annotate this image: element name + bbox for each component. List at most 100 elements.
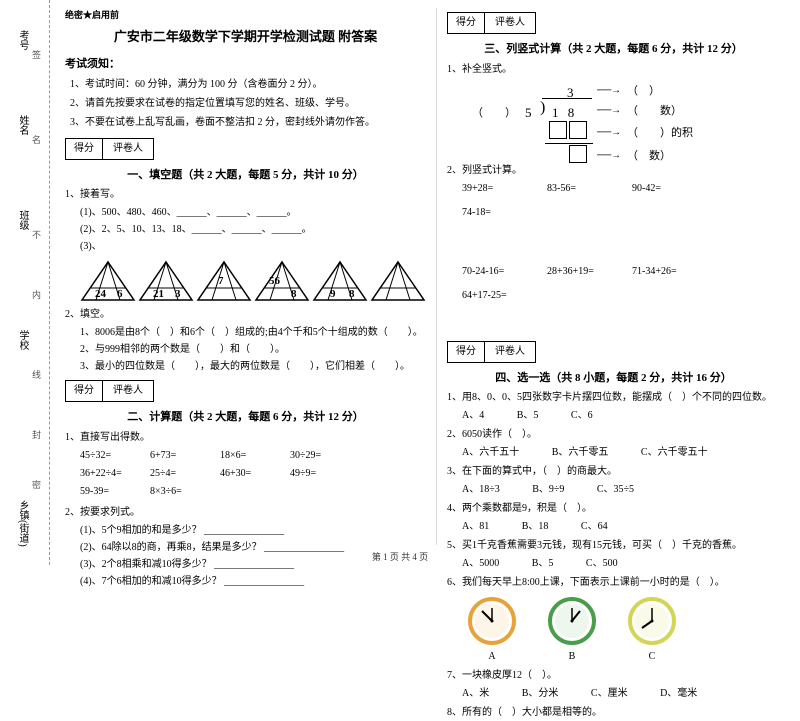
sidebar-label: 学校	[15, 330, 30, 350]
right-column: 得分 评卷人 三、列竖式计算（共 2 大题，每题 6 分，共计 12 分） 1、…	[437, 8, 790, 545]
grader-label: 评卷人	[485, 342, 535, 362]
sidebar-label: 考号	[15, 30, 30, 50]
svg-text:6: 6	[117, 288, 123, 300]
option: C、64	[581, 519, 608, 535]
notice-item: 3、不要在试卷上乱写乱画，卷面不整洁扣 2 分，密封线外请勿作答。	[65, 115, 426, 131]
q7-8: 8、所有的（ ）大小都是相等的。	[447, 705, 780, 721]
question-6: 2、列竖式计算。	[447, 163, 780, 179]
svg-text:3: 3	[175, 288, 181, 300]
section-4-title: 四、选一选（共 8 小题，每题 2 分，共计 16 分）	[447, 370, 780, 388]
score-label: 得分	[448, 342, 485, 362]
calc-item: 59-39=	[80, 484, 150, 500]
svg-text:8: 8	[349, 288, 355, 300]
option: B、9÷9	[532, 482, 564, 498]
option: B、18	[522, 519, 549, 535]
answer-box	[569, 145, 587, 163]
score-label: 得分	[66, 381, 103, 401]
q4-sub4: (4)、7个6相加的和减10得多少？ ________________	[65, 574, 426, 590]
option: B、5	[517, 408, 539, 424]
svg-text:24: 24	[95, 288, 107, 300]
clock-label-a: A	[467, 649, 517, 665]
arrow-icon: ──→	[597, 148, 621, 164]
notice-item: 2、请首先按要求在试卷的指定位置填写您的姓名、班级、学号。	[65, 96, 426, 112]
question-2: 2、填空。	[65, 307, 426, 323]
calc-item: 39+28=	[462, 181, 547, 197]
calc-item: 36+22÷4=	[80, 466, 150, 482]
calc-item: 83-56=	[547, 181, 632, 197]
sidebar-field: 不	[30, 230, 43, 239]
option: A、六千五十	[462, 445, 519, 461]
sidebar-label: 班级	[15, 210, 30, 230]
score-box: 得分 评卷人	[65, 380, 154, 402]
triangle-row: 246 213 7 568 98	[80, 260, 426, 302]
label-3: （ ）的积	[627, 125, 693, 143]
calc-row: 45÷32= 6+73= 18×6= 30÷29= 36+22÷4= 25÷4=…	[65, 448, 426, 502]
score-box: 得分 评卷人	[65, 138, 154, 160]
clock-row	[467, 596, 780, 646]
triangle-5: 98	[312, 260, 368, 302]
q2-sub1: 1、8006是由8个（ ）和6个（ ）组成的;由4个千和5个十组成的数（ ）。	[65, 325, 426, 341]
option: D、毫米	[660, 686, 697, 702]
option: C、六千零五十	[641, 445, 708, 461]
grader-label: 评卷人	[485, 13, 535, 33]
calc-item: 30÷29=	[290, 448, 360, 464]
notice-item: 1、考试时间：60 分钟，满分为 100 分（含卷面分 2 分）。	[65, 77, 426, 93]
arrow-icon: ──→	[597, 83, 621, 99]
calc-item: 25÷4=	[150, 466, 220, 482]
q7-4: 4、两个乘数都是9，积是（ ）。	[447, 501, 780, 517]
svg-text:8: 8	[291, 288, 297, 300]
left-column: 绝密★启用前 广安市二年级数学下学期开学检测试题 附答案 考试须知： 1、考试时…	[55, 8, 437, 545]
sidebar-field: 签	[30, 50, 43, 59]
q1-sub1: (1)、500、480、460、______、______、______。	[65, 205, 426, 221]
grader-label: 评卷人	[103, 381, 153, 401]
q7-3-opts: A、18÷3 B、9÷9 C、35÷5	[447, 482, 780, 498]
div-line-top	[542, 98, 592, 99]
calc-item: 45÷32=	[80, 448, 150, 464]
vertical-division: （ ） 3 5 ) 1 8 ──→ （ ） ──→ （ 数） ──→ （ ）的积…	[507, 83, 780, 158]
calc-item: 64+17-25=	[462, 288, 547, 304]
svg-text:56: 56	[269, 275, 281, 287]
sidebar-field: 内	[30, 290, 43, 299]
triangle-1: 24 6	[80, 260, 136, 302]
svg-text:21: 21	[153, 288, 164, 300]
secret-mark: 绝密★启用前	[65, 8, 426, 22]
calc-row-2: 70-24-16= 28+36+19= 71-34+26= 64+17-25=	[447, 264, 780, 312]
q2-sub3: 3、最小的四位数是（ ），最大的两位数是（ ），它们相差（ ）。	[65, 359, 426, 375]
calc-item: 28+36+19=	[547, 264, 632, 280]
q7-6: 6、我们每天早上8:00上课，下面表示上课前一小时的是（ ）。	[447, 575, 780, 591]
sidebar-field: 线	[30, 370, 43, 379]
sidebar-field: 封	[30, 430, 43, 439]
svg-text:9: 9	[330, 288, 336, 300]
calc-item: 8×3÷6=	[150, 484, 220, 500]
calc-item: 71-34+26=	[632, 264, 717, 280]
q7-3: 3、在下面的算式中，（ ）的商最大。	[447, 464, 780, 480]
q7-4-opts: A、81 B、18 C、64	[447, 519, 780, 535]
q1-sub3: (3)、	[65, 239, 426, 255]
question-3: 1、直接写出得数。	[65, 430, 426, 446]
score-label: 得分	[448, 13, 485, 33]
clock-labels: A B C	[467, 649, 780, 665]
arrow-icon: ──→	[597, 125, 621, 141]
score-box: 得分 评卷人	[447, 341, 536, 363]
triangle-3: 7	[196, 260, 252, 302]
option: C、6	[571, 408, 593, 424]
calc-item: 74-18=	[462, 205, 547, 221]
divisor: 5	[525, 103, 532, 124]
clock-a	[467, 596, 517, 646]
q7-7: 7、一块橡皮厚12（ ）。	[447, 668, 780, 684]
label-2: （ 数）	[627, 103, 682, 121]
binding-sidebar: 考号 签 姓名 名 班级 不 内 学校 线 封 密 乡镇(街道)	[0, 0, 50, 565]
paren-label: （ ）	[472, 105, 516, 123]
q7-1: 1、用8、0、0、5四张数字卡片摆四位数，能摆成（ ）个不同的四位数。	[447, 390, 780, 406]
grader-label: 评卷人	[103, 139, 153, 159]
calc-item: 70-24-16=	[462, 264, 547, 280]
calc-item: 18×6=	[220, 448, 290, 464]
q7-2: 2、6050读作（ ）。	[447, 427, 780, 443]
q7-1-opts: A、4 B、5 C、6	[447, 408, 780, 424]
q7-7-opts: A、米 B、分米 C、厘米 D、毫米	[447, 686, 780, 702]
exam-title: 广安市二年级数学下学期开学检测试题 附答案	[65, 27, 426, 48]
question-5: 1、补全竖式。	[447, 62, 780, 78]
div-bracket: )	[540, 95, 545, 121]
work-space	[447, 312, 780, 337]
sidebar-field: 名	[30, 135, 43, 144]
